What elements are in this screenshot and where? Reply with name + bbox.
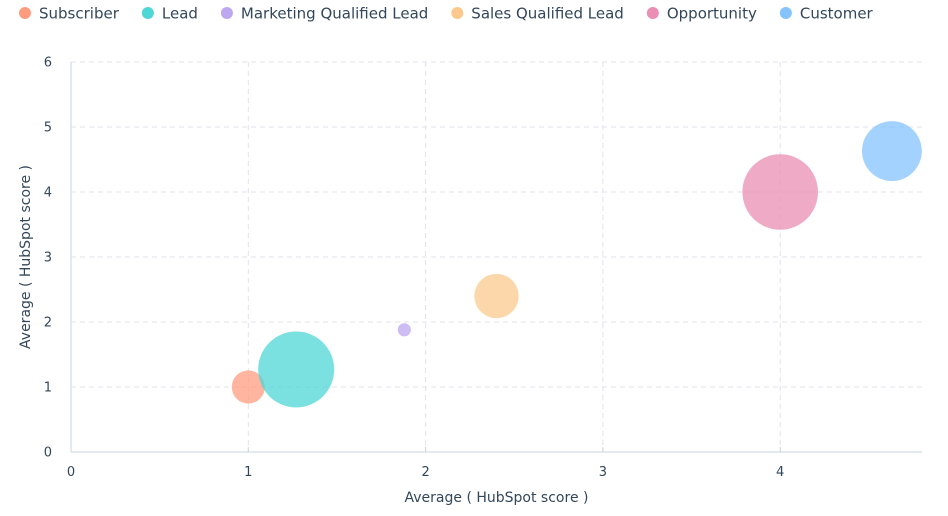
y-tick-label: 0 (44, 446, 52, 461)
legend-marker (19, 7, 31, 19)
bubble-opportunity[interactable] (742, 154, 819, 230)
y-tick-label: 3 (44, 251, 52, 266)
axes: 0 1 2 3 4 5 6 0 1 2 3 4 (44, 56, 922, 480)
legend-label: Subscriber (39, 5, 120, 23)
bubble-subscriber[interactable] (231, 370, 265, 404)
bubble-lead[interactable] (258, 331, 335, 408)
legend-item[interactable]: Sales Qualified Lead (451, 5, 624, 23)
legend: Subscriber Lead Marketing Qualified Lead Sa… (19, 5, 874, 23)
legend-item[interactable]: Marketing Qualified Lead (220, 5, 428, 23)
bubble-marketing-qualified-lead[interactable] (397, 323, 411, 337)
legend-marker (220, 7, 233, 19)
y-axis-title: Average ( HubSpot score ) (18, 165, 34, 349)
x-tick-label: 0 (67, 465, 75, 480)
bubble-sales-qualified-lead[interactable] (474, 273, 519, 319)
y-tick-label: 2 (44, 316, 52, 331)
y-tick-label: 5 (44, 121, 52, 136)
legend-item[interactable]: Customer (779, 5, 874, 23)
legend-item[interactable]: Lead (141, 5, 198, 23)
legend-marker (451, 7, 464, 19)
legend-label: Lead (162, 5, 198, 23)
grid (71, 61, 922, 452)
legend-marker (646, 7, 659, 19)
x-tick-label: 2 (421, 465, 429, 480)
legend-label: Marketing Qualified Lead (241, 5, 428, 23)
x-tick-label: 1 (244, 465, 252, 480)
legend-item[interactable]: Opportunity (646, 5, 757, 23)
legend-marker (141, 7, 154, 19)
legend-label: Sales Qualified Lead (471, 5, 624, 23)
y-tick-label: 1 (44, 381, 52, 396)
legend-label: Opportunity (667, 5, 757, 23)
x-axis-title: Average ( HubSpot score ) (405, 490, 589, 506)
y-tick-label: 6 (44, 56, 52, 71)
legend-label: Customer (800, 5, 874, 23)
y-tick-label: 4 (44, 186, 52, 201)
legend-item[interactable]: Subscriber (19, 5, 120, 23)
legend-marker (779, 7, 792, 19)
x-tick-label: 4 (776, 465, 784, 480)
bubbles (231, 121, 922, 408)
x-tick-label: 3 (599, 465, 607, 480)
bubble-customer[interactable] (861, 121, 922, 181)
